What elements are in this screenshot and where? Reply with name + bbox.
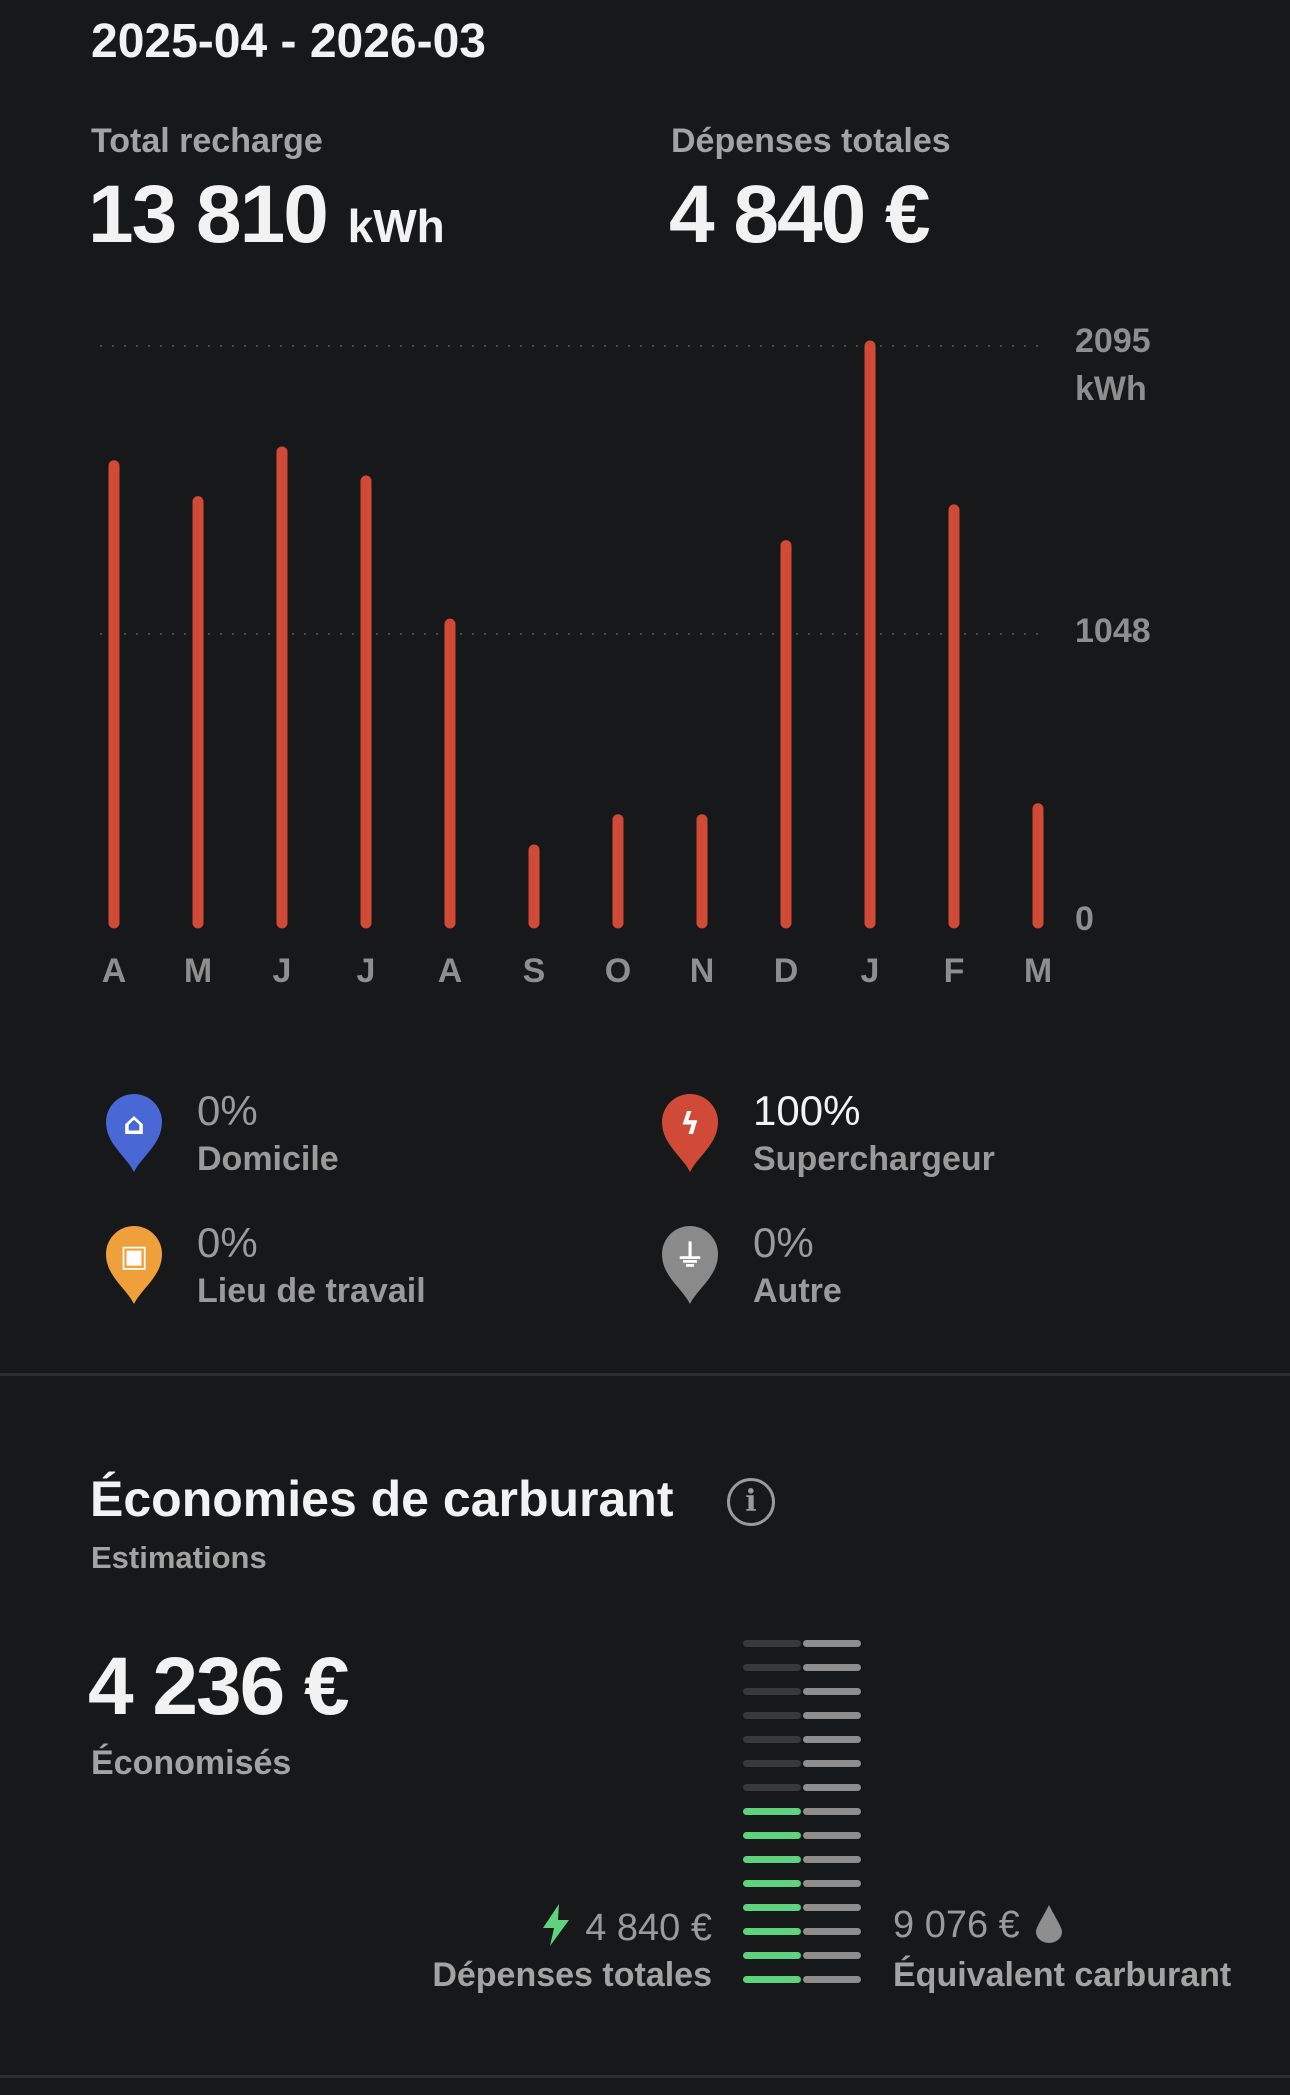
month-label: M xyxy=(183,952,213,990)
location-percent: 0% xyxy=(753,1219,814,1266)
saved-value: 4 236 € xyxy=(88,1641,350,1732)
fuel-segment xyxy=(803,1688,861,1695)
location-percent: 100% xyxy=(753,1087,861,1134)
electric-segment xyxy=(743,1688,801,1695)
month-label: J xyxy=(272,952,292,990)
fuel-segment xyxy=(803,1856,861,1863)
electric-segment xyxy=(743,1880,801,1887)
electric-cost-label: Dépenses totales xyxy=(432,1956,712,1994)
month-label: S xyxy=(522,952,546,990)
bottom-divider xyxy=(0,2075,1290,2078)
fuel-segment xyxy=(803,1928,861,1935)
svg-text:▣: ▣ xyxy=(120,1239,148,1274)
electric-segment xyxy=(743,1664,801,1671)
y-tick-max: 2095 xyxy=(1075,322,1151,360)
bolt-icon xyxy=(543,1904,570,1946)
section-divider xyxy=(0,1373,1290,1376)
location-lieu-de-travail: ▣ xyxy=(104,1224,164,1311)
electric-segment xyxy=(743,1904,801,1911)
fuel-drop-icon xyxy=(1035,1905,1062,1943)
month-label: A xyxy=(437,952,463,990)
fuel-segment xyxy=(803,1664,861,1671)
location-label: Superchargeur xyxy=(753,1140,995,1178)
fuel-segment xyxy=(803,1784,861,1791)
location-label: Autre xyxy=(753,1272,842,1310)
month-label: F xyxy=(943,952,965,990)
info-icon[interactable]: i xyxy=(727,1478,775,1526)
briefcase-pin-icon: ▣ xyxy=(106,1226,162,1304)
location-label: Domicile xyxy=(197,1140,339,1178)
fuel-segment xyxy=(803,1640,861,1647)
total-spend-value: 4 840 € xyxy=(669,169,931,260)
electric-segment xyxy=(743,1976,801,1983)
period-title: 2025-04 - 2026-03 xyxy=(91,15,486,68)
fuel-segment xyxy=(803,1904,861,1911)
electric-cost-value: 4 840 € xyxy=(585,1907,712,1949)
fuel-segment xyxy=(803,1712,861,1719)
fuel-cost-label: Équivalent carburant xyxy=(893,1956,1232,1994)
svg-text:⏚: ⏚ xyxy=(675,1239,705,1274)
electric-segment xyxy=(743,1832,801,1839)
electric-segment xyxy=(743,1808,801,1815)
month-label: A xyxy=(101,952,127,990)
location-percent: 0% xyxy=(197,1087,258,1134)
fuel-segment xyxy=(803,1736,861,1743)
fuel-cost: 9 076 € xyxy=(893,1904,1062,1947)
plug-pin-icon: ⏚ xyxy=(662,1226,718,1304)
electric-segment xyxy=(743,1952,801,1959)
fuel-cost-value: 9 076 € xyxy=(893,1904,1020,1946)
electric-segment xyxy=(743,1760,801,1767)
electric-segment xyxy=(743,1640,801,1647)
y-unit: kWh xyxy=(1075,370,1147,408)
y-tick-mid: 1048 xyxy=(1075,612,1151,650)
saved-label: Économisés xyxy=(91,1744,292,1782)
electric-segment xyxy=(743,1784,801,1791)
month-label: N xyxy=(689,952,715,990)
electric-segment xyxy=(743,1712,801,1719)
total-recharge-label: Total recharge xyxy=(91,122,323,160)
month-label: J xyxy=(860,952,880,990)
total-recharge-unit: kWh xyxy=(347,200,445,252)
location-percent: 0% xyxy=(197,1219,258,1266)
bolt-pin-icon: ϟ xyxy=(662,1094,718,1172)
home-pin-icon: ⌂ xyxy=(106,1094,162,1172)
fuel-segment xyxy=(803,1760,861,1767)
electric-segment xyxy=(743,1928,801,1935)
fuel-segment xyxy=(803,1952,861,1959)
location-label: Lieu de travail xyxy=(197,1272,426,1310)
fuel-segment xyxy=(803,1808,861,1815)
location-autre: ⏚ xyxy=(660,1224,720,1311)
monthly-charge-chart xyxy=(100,340,1045,929)
svg-text:⌂: ⌂ xyxy=(123,1107,144,1142)
fuel-segment xyxy=(803,1976,861,1983)
month-label: M xyxy=(1023,952,1053,990)
location-superchargeur: ϟ xyxy=(660,1092,720,1179)
month-label: D xyxy=(773,952,799,990)
electric-segment xyxy=(743,1736,801,1743)
total-recharge-value: 13 810 kWh xyxy=(88,168,445,262)
fuel-segment xyxy=(803,1832,861,1839)
fuel-savings-title: Économies de carburant xyxy=(90,1471,674,1527)
total-recharge-number: 13 810 xyxy=(88,169,329,260)
svg-text:ϟ: ϟ xyxy=(680,1107,700,1142)
total-spend-label: Dépenses totales xyxy=(671,122,951,160)
month-label: O xyxy=(604,952,632,990)
fuel-savings-subtitle: Estimations xyxy=(91,1540,267,1575)
electric-cost: 4 840 € xyxy=(541,1904,712,1950)
y-tick-zero: 0 xyxy=(1075,900,1094,938)
location-domicile: ⌂ xyxy=(104,1092,164,1179)
month-label: J xyxy=(356,952,376,990)
fuel-segment xyxy=(803,1880,861,1887)
electric-segment xyxy=(743,1856,801,1863)
